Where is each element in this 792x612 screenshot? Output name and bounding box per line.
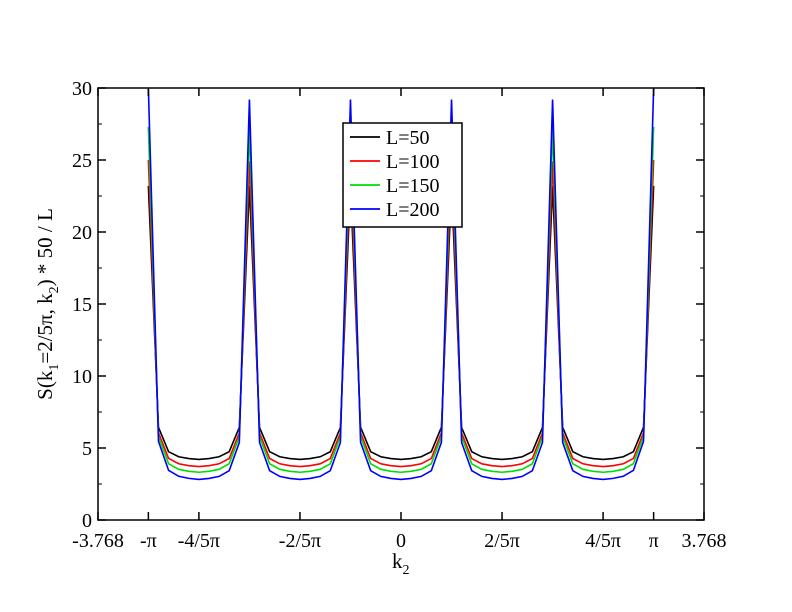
x-axis-label-subscript: 2 <box>403 563 410 578</box>
x-tick-label: 3.768 <box>682 530 727 552</box>
y-tick-label: 20 <box>72 222 92 244</box>
y-axis-label-subscript: 1 <box>47 364 62 371</box>
x-tick-label: 0 <box>396 530 406 552</box>
y-tick-label: 10 <box>72 366 92 388</box>
y-tick-label: 0 <box>82 510 92 532</box>
legend-label: L=50 <box>386 127 430 149</box>
series-layer <box>147 88 655 481</box>
series-line-l100 <box>147 159 655 468</box>
y-tick-label: 25 <box>72 150 92 172</box>
y-tick-label: 30 <box>72 78 92 100</box>
y-axis-label-part: ) * 50 / L <box>33 208 57 286</box>
series-line-l50 <box>147 185 655 461</box>
x-tick-label: -π <box>140 530 157 552</box>
x-tick-label: 2/5π <box>484 530 520 552</box>
y-tick-label: 5 <box>82 438 92 460</box>
y-tick-label: 15 <box>72 294 92 316</box>
ticks-layer: -3.768 -π -4/5π -2/5π 0 2/5π 4/5π π 3.768 0 5 10 15 2… <box>72 78 727 552</box>
series-line-l200 <box>147 88 655 481</box>
y-axis-label: S(k1=2/5π, k2) * 50 / L <box>33 208 62 400</box>
x-axis-label: k2 <box>392 549 410 578</box>
legend-label: L=200 <box>386 199 440 221</box>
series-line-l150 <box>147 126 655 474</box>
x-tick-label: -3.768 <box>72 530 124 552</box>
x-axis-label-main: k <box>392 549 403 573</box>
x-tick-label: -2/5π <box>279 530 321 552</box>
y-axis-label-subscript: 2 <box>47 286 62 293</box>
legend-label: L=150 <box>386 175 440 197</box>
x-tick-label: π <box>649 530 659 552</box>
y-axis-label-part: S(k <box>33 370 57 400</box>
y-axis-label-part: =2/5π, k <box>33 293 57 364</box>
x-tick-label: -4/5π <box>178 530 220 552</box>
legend-label: L=100 <box>386 151 440 173</box>
x-tick-label: 4/5π <box>585 530 621 552</box>
